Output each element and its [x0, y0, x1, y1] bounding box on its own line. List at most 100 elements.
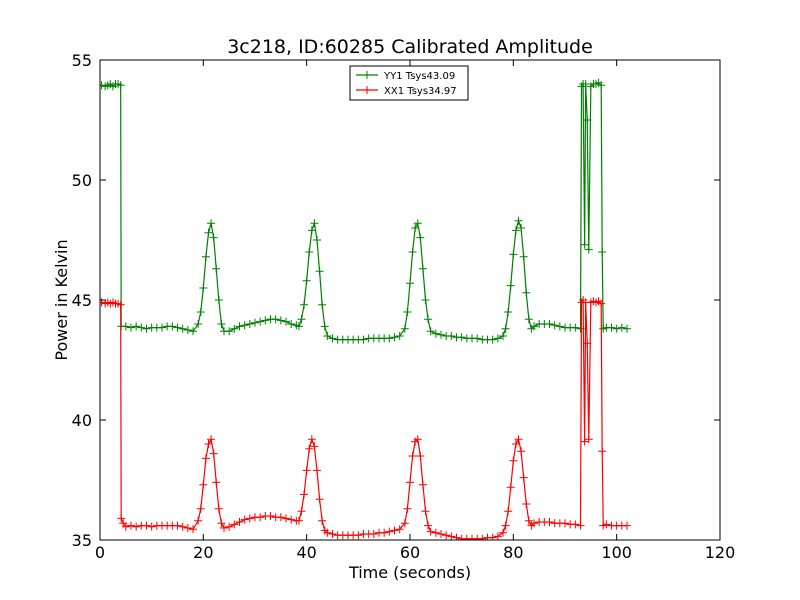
x-tick-label: 120 [705, 543, 736, 562]
x-tick-label: 80 [503, 543, 523, 562]
data-point-marker [256, 513, 265, 522]
data-point-marker [183, 524, 192, 532]
data-point-marker [147, 522, 156, 531]
series-2 [100, 296, 631, 540]
data-point-marker [426, 527, 435, 536]
data-point-marker [424, 315, 433, 324]
data-point-marker [406, 279, 414, 288]
data-point-marker [212, 478, 221, 487]
x-axis-label: Time (seconds) [348, 563, 471, 582]
data-point-marker [452, 533, 461, 540]
data-point-marker [189, 327, 197, 336]
data-point-marker [266, 512, 275, 520]
data-point-marker [271, 315, 280, 324]
data-point-marker [212, 264, 221, 273]
data-point-marker [183, 326, 192, 334]
data-point-marker [354, 531, 363, 540]
data-point-marker [509, 250, 518, 259]
data-point-marker [493, 334, 502, 343]
data-point-marker [617, 323, 626, 332]
data-point-marker [256, 317, 265, 326]
data-point-marker [584, 435, 593, 444]
data-point-marker [561, 519, 569, 528]
data-point-marker [418, 264, 427, 273]
data-point-marker [315, 495, 324, 504]
chart-title: 3c218, ID:60285 Calibrated Amplitude [227, 36, 593, 58]
data-point-marker [121, 322, 130, 331]
data-point-marker [207, 219, 216, 228]
data-point-marker [173, 323, 182, 332]
data-point-marker [403, 504, 412, 513]
data-point-marker [524, 315, 533, 324]
data-point-marker [504, 507, 513, 516]
legend-entry: XX1 Tsys34.97 [356, 86, 457, 97]
data-point-marker [302, 276, 311, 285]
data-point-marker [199, 480, 208, 489]
data-point-marker [313, 236, 321, 244]
data-point-marker [499, 332, 507, 340]
data-point-marker [307, 435, 316, 444]
data-point-marker [583, 339, 592, 348]
data-point-marker [406, 478, 414, 487]
data-point-marker [511, 226, 520, 235]
legend-swatch-marker [363, 71, 371, 79]
data-point-marker [305, 444, 314, 453]
data-point-marker [194, 320, 203, 328]
data-point-marker [300, 300, 309, 309]
data-point-marker [473, 334, 482, 343]
legend-swatch-marker [363, 86, 371, 94]
data-point-marker [457, 333, 466, 342]
data-point-marker [240, 321, 249, 330]
data-point-marker [545, 518, 554, 526]
data-point-marker [504, 308, 513, 316]
data-point-marker [580, 240, 589, 249]
data-point-marker [509, 456, 518, 465]
data-point-marker [276, 513, 285, 522]
data-point-marker [307, 226, 316, 235]
data-point-marker [142, 324, 151, 333]
data-point-marker [584, 245, 593, 254]
data-point-marker [240, 515, 249, 524]
data-point-marker [318, 300, 327, 309]
data-point-marker [524, 516, 533, 525]
data-point-marker [576, 521, 585, 530]
data-point-marker [555, 322, 564, 331]
data-point-marker [297, 315, 306, 324]
data-point-marker [217, 320, 226, 328]
data-point-marker [313, 466, 321, 475]
data-point-marker [530, 519, 538, 528]
data-point-marker [214, 504, 223, 513]
data-point-marker [522, 288, 531, 297]
data-point-marker [220, 524, 228, 532]
data-point-marker [261, 316, 270, 325]
data-point-marker [623, 521, 631, 530]
data-point-marker [121, 522, 130, 531]
x-tick-label: 60 [400, 543, 420, 562]
data-point-marker [320, 322, 329, 331]
data-point-marker [519, 473, 528, 482]
data-point-marker [369, 530, 378, 538]
data-point-marker [545, 320, 554, 328]
data-point-marker [501, 324, 510, 333]
data-point-marker [196, 308, 205, 316]
data-point-marker [411, 224, 420, 232]
data-point-marker [506, 483, 515, 492]
data-point-marker [328, 530, 337, 538]
data-point-marker [294, 516, 303, 525]
data-point-marker [297, 507, 306, 516]
plot-area: 0 20 40 60 80 100 120 35 40 45 50 55 YY1 Tsys43.09 XX… [72, 51, 736, 562]
data-point-marker [385, 334, 394, 343]
x-tick-label: 40 [296, 543, 316, 562]
data-point-marker [189, 525, 197, 534]
data-point-marker [581, 80, 590, 88]
data-point-marker [623, 324, 631, 333]
data-point-marker [517, 224, 526, 232]
data-point-marker [116, 81, 125, 90]
data-point-marker [421, 507, 430, 516]
data-point-marker [225, 522, 234, 531]
data-point-marker [550, 321, 559, 330]
data-point-marker [413, 435, 422, 444]
data-point-marker [209, 233, 218, 242]
data-point-marker [416, 233, 425, 242]
